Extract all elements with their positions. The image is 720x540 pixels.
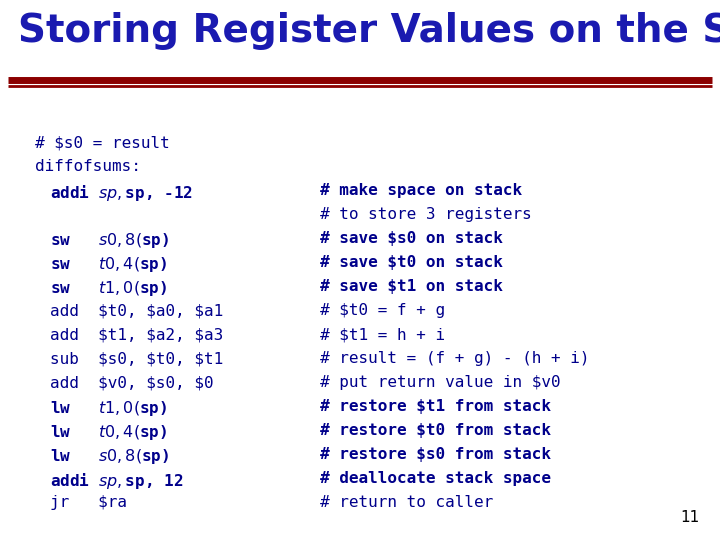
Text: # restore $s0 from stack: # restore $s0 from stack [320,447,551,462]
Text: # save $t0 on stack: # save $t0 on stack [320,255,503,270]
Text: lw   $t1, 0($sp): lw $t1, 0($sp) [50,399,167,418]
Text: add  $t1, $a2, $a3: add $t1, $a2, $a3 [50,327,223,342]
Text: jr   $ra: jr $ra [50,495,127,510]
Text: add  $v0, $s0, $0: add $v0, $s0, $0 [50,375,214,390]
Text: lw   $s0, 8($sp): lw $s0, 8($sp) [50,447,169,466]
Text: # restore $t1 from stack: # restore $t1 from stack [320,399,551,414]
Text: sw   $s0, 8($sp): sw $s0, 8($sp) [50,231,169,250]
Text: sub  $s0, $t0, $t1: sub $s0, $t0, $t1 [50,351,223,366]
Text: diffofsums:: diffofsums: [35,159,141,174]
Text: # $t1 = h + i: # $t1 = h + i [320,327,445,342]
Text: # return to caller: # return to caller [320,495,493,510]
Text: Storing Register Values on the Stack: Storing Register Values on the Stack [18,12,720,50]
Text: # $s0 = result: # $s0 = result [35,135,170,150]
Text: # save $t1 on stack: # save $t1 on stack [320,279,503,294]
Text: addi $sp, $sp, 12: addi $sp, $sp, 12 [50,471,184,491]
Text: # put return value in $v0: # put return value in $v0 [320,375,561,390]
Text: # result = (f + g) - (h + i): # result = (f + g) - (h + i) [320,351,590,366]
Text: 11: 11 [680,510,700,525]
Text: # save $s0 on stack: # save $s0 on stack [320,231,503,246]
Text: # deallocate stack space: # deallocate stack space [320,471,551,486]
Text: # $t0 = f + g: # $t0 = f + g [320,303,445,318]
Text: # make space on stack: # make space on stack [320,183,522,198]
Text: add  $t0, $a0, $a1: add $t0, $a0, $a1 [50,303,223,318]
Text: # to store 3 registers: # to store 3 registers [320,207,532,222]
Text: # restore $t0 from stack: # restore $t0 from stack [320,423,551,438]
Text: lw   $t0, 4($sp): lw $t0, 4($sp) [50,423,167,442]
Text: addi $sp, $sp, -12: addi $sp, $sp, -12 [50,183,193,203]
Text: sw   $t0, 4($sp): sw $t0, 4($sp) [50,255,167,274]
Text: sw   $t1, 0($sp): sw $t1, 0($sp) [50,279,167,298]
